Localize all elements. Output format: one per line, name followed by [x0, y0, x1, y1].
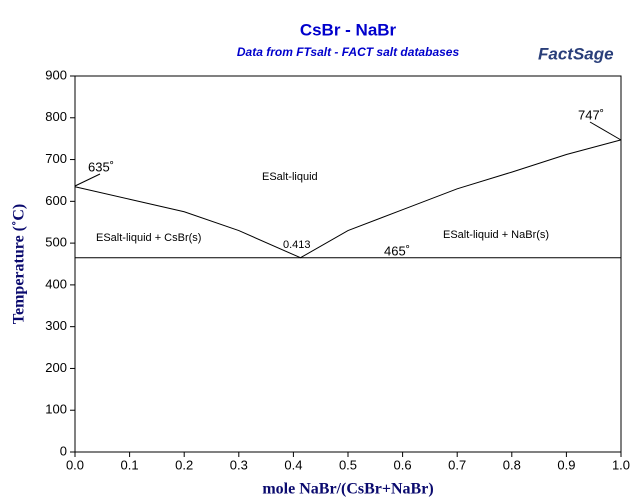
x-tick-label: 0.9	[557, 457, 575, 472]
y-axis-label: Temperature (˚C)	[11, 204, 28, 324]
y-tick-label: 200	[45, 360, 67, 375]
annotation: ESalt-liquid + CsBr(s)	[96, 232, 201, 244]
annotation: 747˚	[578, 107, 604, 122]
logo: FactSage	[538, 44, 614, 63]
y-tick-label: 900	[45, 67, 67, 82]
x-tick-label: 0.1	[121, 457, 139, 472]
x-tick-label: 0.6	[394, 457, 412, 472]
x-tick-label: 1.0	[612, 457, 630, 472]
y-tick-label: 600	[45, 193, 67, 208]
x-tick-label: 0.2	[175, 457, 193, 472]
chart-subtitle: Data from FTsalt - FACT salt databases	[237, 45, 460, 59]
x-tick-label: 0.3	[230, 457, 248, 472]
x-axis-label: mole NaBr/(CsBr+NaBr)	[262, 481, 433, 498]
y-tick-label: 800	[45, 109, 67, 124]
phase-boundary	[74, 139, 622, 259]
y-tick-label: 500	[45, 235, 67, 250]
x-tick-label: 0.4	[284, 457, 302, 472]
annotation: 0.413	[283, 239, 311, 251]
annotation: 635˚	[88, 159, 114, 174]
plot-frame	[74, 75, 622, 453]
annotation: 465˚	[384, 243, 410, 258]
chart-title: CsBr - NaBr	[300, 20, 397, 39]
y-tick-label: 100	[45, 402, 67, 417]
y-tick-label: 400	[45, 276, 67, 291]
y-tick-label: 300	[45, 318, 67, 333]
x-tick-label: 0.7	[448, 457, 466, 472]
annotation: ESalt-liquid + NaBr(s)	[443, 229, 549, 241]
x-tick-label: 0.0	[66, 457, 84, 472]
y-tick-label: 0	[60, 443, 67, 458]
leader-line	[74, 173, 101, 187]
x-tick-label: 0.8	[503, 457, 521, 472]
y-tick-label: 700	[45, 151, 67, 166]
annotation: ESalt-liquid	[262, 171, 318, 183]
x-tick-label: 0.5	[339, 457, 357, 472]
leader-line	[589, 121, 622, 141]
